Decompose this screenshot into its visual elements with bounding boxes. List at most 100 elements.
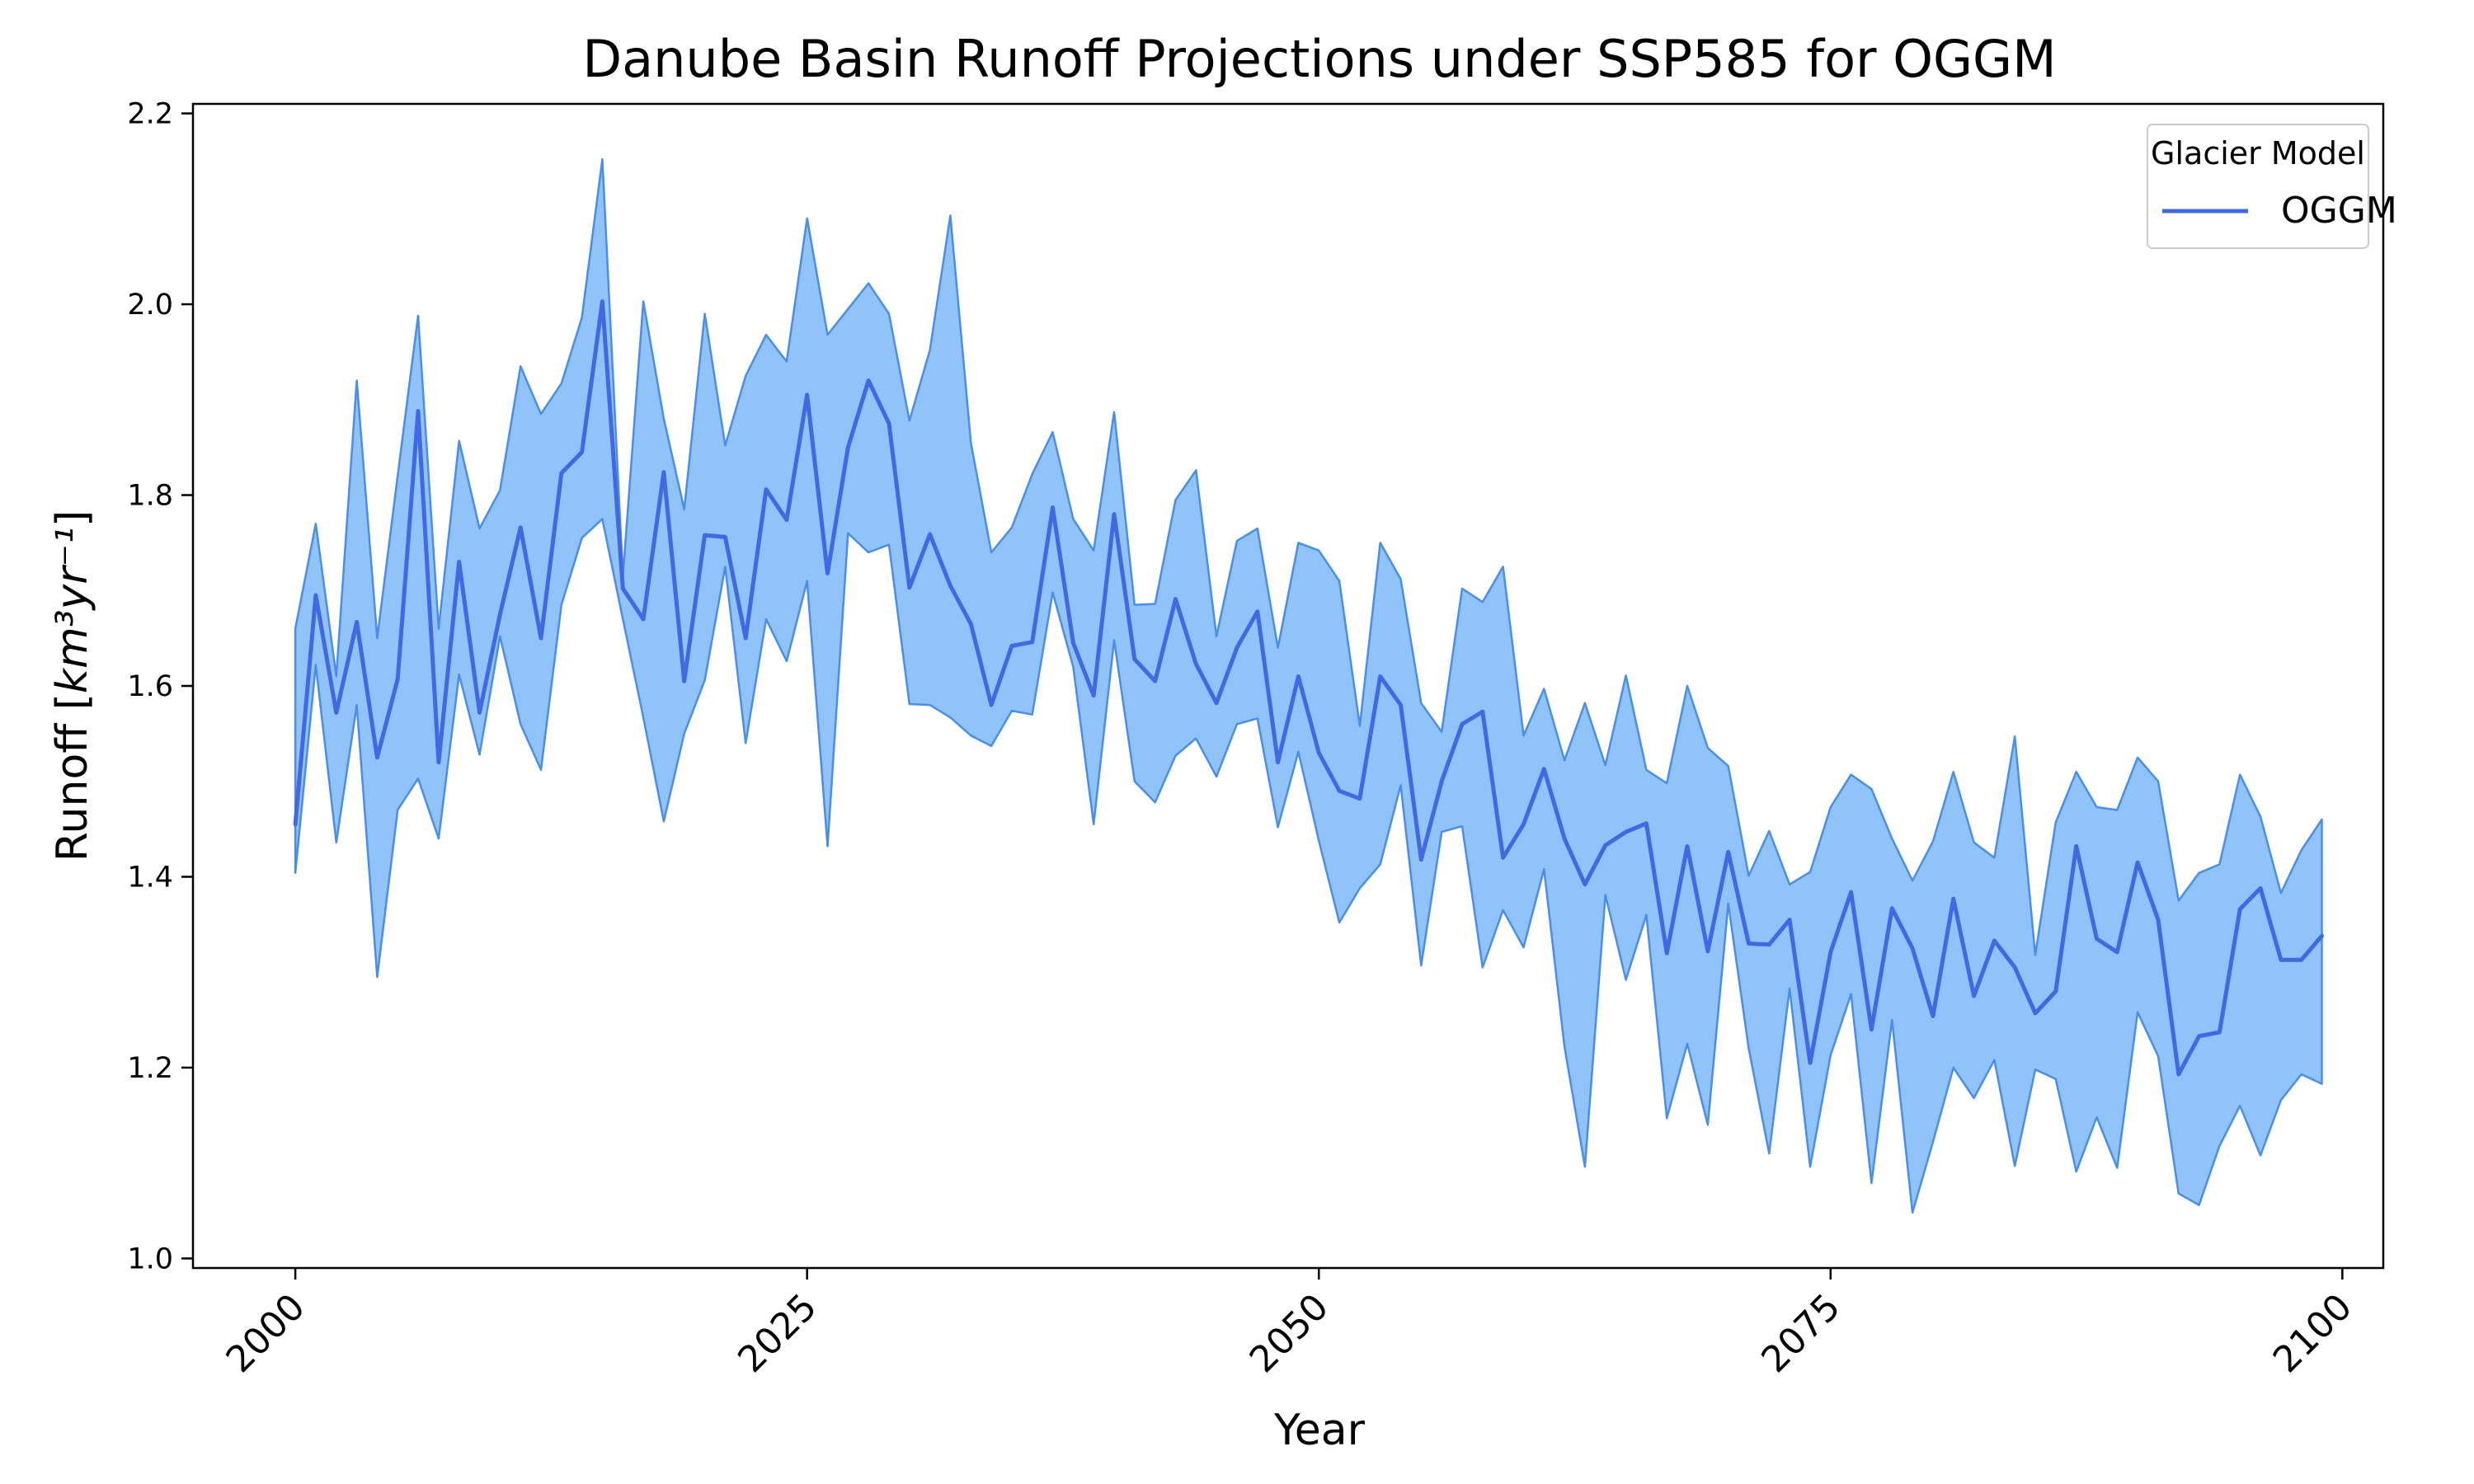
data-point xyxy=(1296,674,1300,678)
data-point xyxy=(2238,908,2241,911)
data-point xyxy=(396,678,399,681)
data-point xyxy=(969,622,972,626)
data-point xyxy=(1379,674,1382,678)
data-point xyxy=(2218,1031,2221,1034)
data-point xyxy=(1174,598,1178,601)
data-point xyxy=(294,823,297,826)
x-tick-label: 2000 xyxy=(219,1286,313,1381)
x-tick-label: 2050 xyxy=(1242,1286,1337,1381)
data-point xyxy=(1358,797,1362,801)
data-point xyxy=(1767,943,1771,946)
data-point xyxy=(1338,789,1341,792)
data-point xyxy=(846,446,849,449)
data-point xyxy=(1133,658,1136,661)
data-point xyxy=(1481,710,1484,713)
data-point xyxy=(806,393,809,397)
data-point xyxy=(1092,694,1095,697)
data-point xyxy=(1788,918,1791,922)
data-point xyxy=(1644,822,1648,825)
y-axis-label-close: ] xyxy=(48,510,97,527)
data-point xyxy=(1031,641,1034,644)
data-point xyxy=(2095,937,2099,941)
data-point xyxy=(2136,861,2139,864)
data-point xyxy=(1973,994,1976,998)
data-point xyxy=(1542,768,1545,771)
data-point xyxy=(990,703,993,707)
data-point xyxy=(1911,946,1914,950)
data-point xyxy=(1460,722,1464,726)
data-point xyxy=(1890,907,1893,910)
data-point xyxy=(375,756,379,759)
data-point xyxy=(1808,1061,1812,1064)
data-point xyxy=(2157,918,2160,922)
y-tick-label: 1.6 xyxy=(127,670,173,703)
data-point xyxy=(744,636,747,640)
data-point xyxy=(1665,951,1668,955)
data-point xyxy=(2034,1012,2037,1015)
y-axis-label-main: Runoff [ xyxy=(48,693,97,862)
data-point xyxy=(1194,662,1197,665)
data-point xyxy=(2054,989,2058,993)
data-point xyxy=(2075,844,2078,848)
data-point xyxy=(1604,843,1607,847)
legend-box xyxy=(2147,124,2369,249)
data-point xyxy=(355,621,359,624)
data-point xyxy=(1522,823,1526,826)
chart-title: Danube Basin Runoff Projections under SS… xyxy=(582,29,2056,89)
data-point xyxy=(662,471,666,474)
data-point xyxy=(2115,951,2119,954)
data-point xyxy=(867,379,870,383)
data-point xyxy=(1706,950,1710,953)
y-tick-label: 1.2 xyxy=(127,1052,173,1085)
data-point xyxy=(1399,703,1403,707)
data-point xyxy=(908,586,911,589)
data-point xyxy=(1419,858,1423,862)
data-point xyxy=(723,535,727,538)
data-point xyxy=(764,488,768,491)
data-point xyxy=(1992,939,1996,942)
y-tick-label: 1.0 xyxy=(127,1242,173,1275)
data-point xyxy=(2321,934,2324,937)
data-point xyxy=(703,533,707,537)
data-point xyxy=(1440,780,1443,783)
y-axis: 1.0 1.2 1.4 1.6 1.8 2.0 2.2 xyxy=(127,98,193,1275)
data-point xyxy=(498,613,501,616)
data-point xyxy=(539,636,543,640)
data-point xyxy=(581,450,584,453)
x-tick-label: 2025 xyxy=(730,1286,825,1381)
y-axis-label-unit: km³yr⁻¹ xyxy=(48,527,97,693)
data-point xyxy=(335,711,338,714)
data-point xyxy=(1256,610,1259,613)
data-point xyxy=(1686,844,1689,848)
data-point xyxy=(1870,1028,1873,1031)
data-point xyxy=(1154,679,1157,683)
data-point xyxy=(437,761,440,764)
data-point xyxy=(1071,641,1075,645)
data-point xyxy=(458,561,461,564)
data-point xyxy=(785,519,788,522)
legend: Glacier Model OGGM xyxy=(2147,124,2397,249)
data-point xyxy=(621,587,624,590)
data-point xyxy=(1502,856,1505,859)
data-point xyxy=(1563,837,1566,840)
data-point xyxy=(2177,1073,2180,1076)
data-point xyxy=(1010,644,1014,647)
data-point xyxy=(1625,830,1628,834)
data-point xyxy=(2300,958,2303,961)
x-tick-label: 2100 xyxy=(2265,1286,2360,1381)
y-tick-label: 1.4 xyxy=(127,861,173,894)
data-point xyxy=(826,571,830,575)
data-point xyxy=(314,594,317,597)
data-point xyxy=(1235,646,1239,650)
data-point xyxy=(683,679,686,683)
data-point xyxy=(948,585,952,588)
data-point xyxy=(600,300,604,303)
data-point xyxy=(1317,751,1320,754)
x-axis-label: Year xyxy=(1273,1406,1366,1455)
plot-area xyxy=(293,157,2324,1214)
data-point xyxy=(1829,951,1832,954)
data-point xyxy=(2279,958,2283,961)
data-point xyxy=(1850,890,1853,894)
